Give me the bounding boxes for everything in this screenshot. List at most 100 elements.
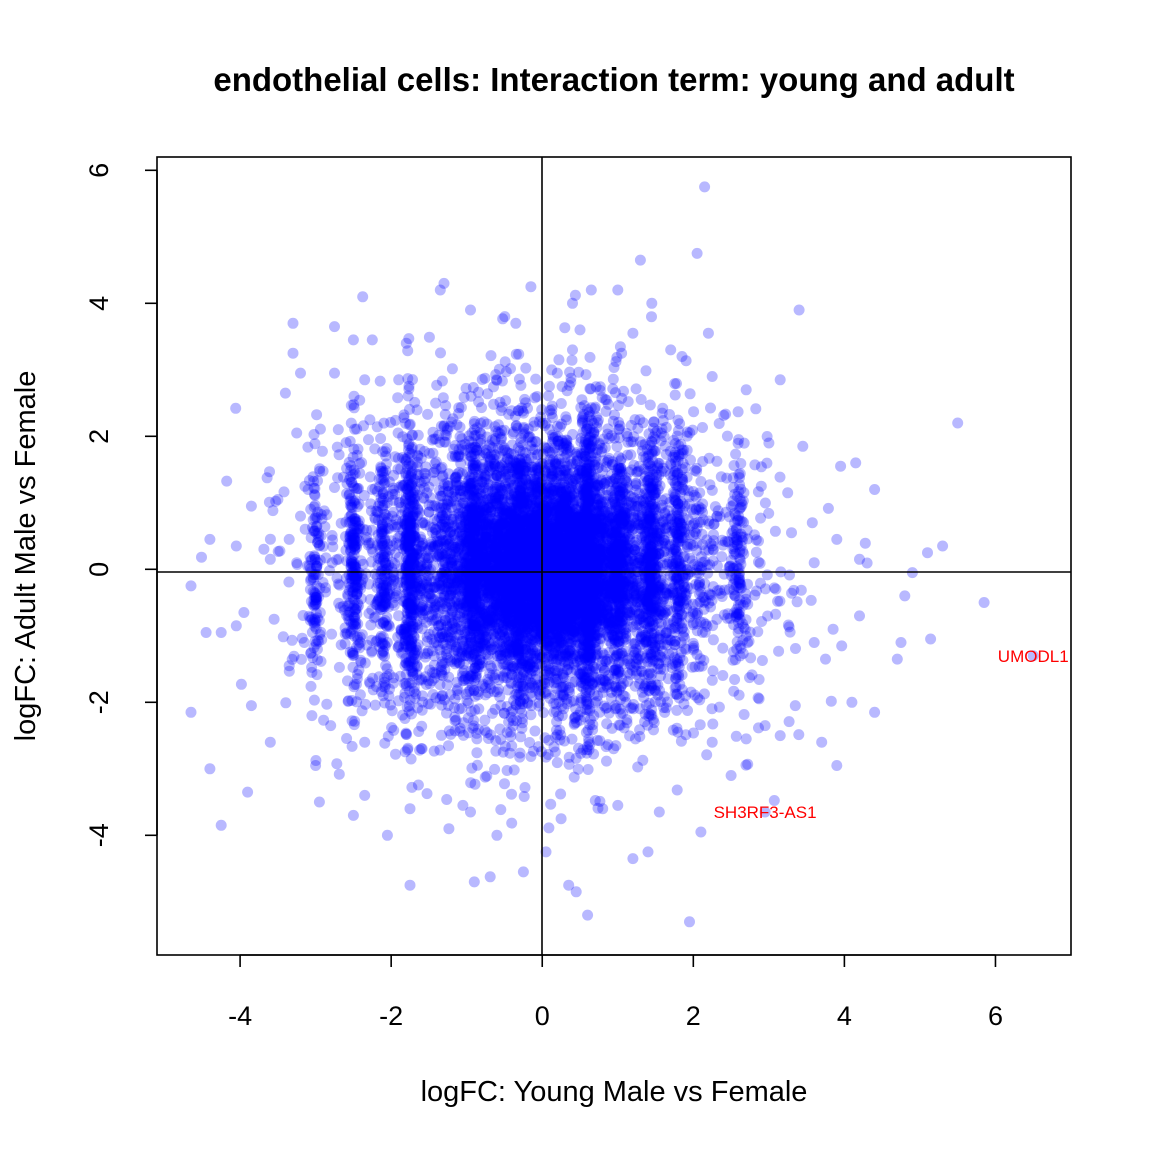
data-point — [505, 706, 517, 718]
data-point — [456, 485, 468, 497]
data-point — [543, 658, 555, 670]
data-point — [518, 693, 530, 705]
data-point — [525, 518, 537, 530]
data-point — [702, 327, 714, 339]
data-point — [477, 519, 489, 531]
data-point — [770, 608, 782, 620]
data-point — [563, 442, 575, 454]
data-point — [740, 759, 752, 771]
data-point — [640, 631, 652, 643]
data-point — [769, 525, 781, 537]
data-point — [559, 492, 571, 504]
data-point — [772, 595, 784, 607]
data-point — [552, 431, 564, 443]
data-point — [637, 417, 649, 429]
data-point — [455, 620, 467, 632]
data-point — [547, 504, 559, 516]
data-point — [496, 401, 508, 413]
data-point — [687, 540, 699, 552]
data-point — [413, 544, 425, 556]
data-point — [295, 367, 306, 379]
data-point — [503, 635, 515, 647]
data-point — [548, 556, 560, 568]
data-point — [407, 665, 419, 677]
data-point — [404, 879, 416, 891]
data-point — [479, 372, 491, 384]
data-point — [567, 344, 578, 356]
data-point — [653, 527, 665, 539]
data-point — [521, 565, 533, 577]
data-point — [831, 760, 843, 771]
data-point — [544, 456, 556, 468]
data-point — [413, 726, 425, 737]
data-point — [707, 665, 719, 677]
data-point — [534, 458, 546, 470]
data-point — [272, 546, 284, 557]
data-point — [645, 559, 657, 571]
data-point — [755, 512, 767, 524]
data-point — [412, 450, 424, 462]
data-point — [526, 600, 538, 612]
data-point — [537, 539, 549, 551]
data-point — [286, 653, 298, 665]
data-point — [356, 705, 368, 717]
data-point — [537, 567, 549, 579]
data-point — [575, 677, 587, 688]
data-point — [795, 584, 807, 596]
data-point — [434, 284, 446, 296]
data-point — [486, 505, 497, 517]
data-point — [510, 638, 522, 650]
data-point — [393, 374, 405, 386]
data-point — [521, 616, 533, 628]
data-point — [365, 556, 377, 568]
data-point — [528, 627, 540, 639]
data-point — [542, 527, 554, 539]
data-point — [495, 432, 507, 444]
data-point — [761, 431, 773, 442]
data-point — [483, 591, 495, 603]
data-point — [566, 555, 578, 567]
data-point — [514, 581, 526, 593]
data-point — [476, 539, 487, 551]
data-point — [763, 507, 775, 519]
data-point — [500, 366, 512, 378]
data-point — [465, 806, 476, 818]
data-point — [638, 549, 650, 561]
data-point — [492, 525, 504, 537]
data-point — [495, 644, 507, 656]
data-point — [530, 497, 542, 509]
data-point — [474, 654, 486, 666]
data-point — [694, 719, 706, 731]
data-point — [429, 541, 440, 553]
data-point — [558, 596, 569, 608]
data-point — [481, 592, 493, 604]
data-point — [786, 527, 797, 539]
data-point — [456, 570, 468, 582]
data-point — [576, 556, 588, 567]
data-point — [569, 711, 581, 723]
data-point — [443, 725, 455, 737]
data-point — [349, 468, 361, 480]
data-point — [518, 791, 530, 802]
data-point — [516, 657, 528, 669]
data-point — [822, 502, 834, 514]
data-point — [635, 394, 647, 405]
data-point — [740, 593, 752, 605]
data-point — [612, 799, 624, 811]
data-point — [489, 460, 501, 471]
data-point — [412, 702, 424, 714]
data-point — [589, 504, 601, 516]
data-point — [706, 371, 718, 382]
data-point — [617, 590, 629, 602]
data-point — [568, 500, 579, 512]
data-point — [555, 521, 567, 533]
data-point — [695, 476, 707, 487]
data-point — [409, 499, 421, 511]
data-point — [522, 558, 533, 570]
data-point — [686, 661, 698, 673]
data-point — [413, 475, 425, 487]
data-point — [476, 374, 488, 385]
data-point — [483, 501, 495, 513]
data-point — [402, 599, 414, 611]
